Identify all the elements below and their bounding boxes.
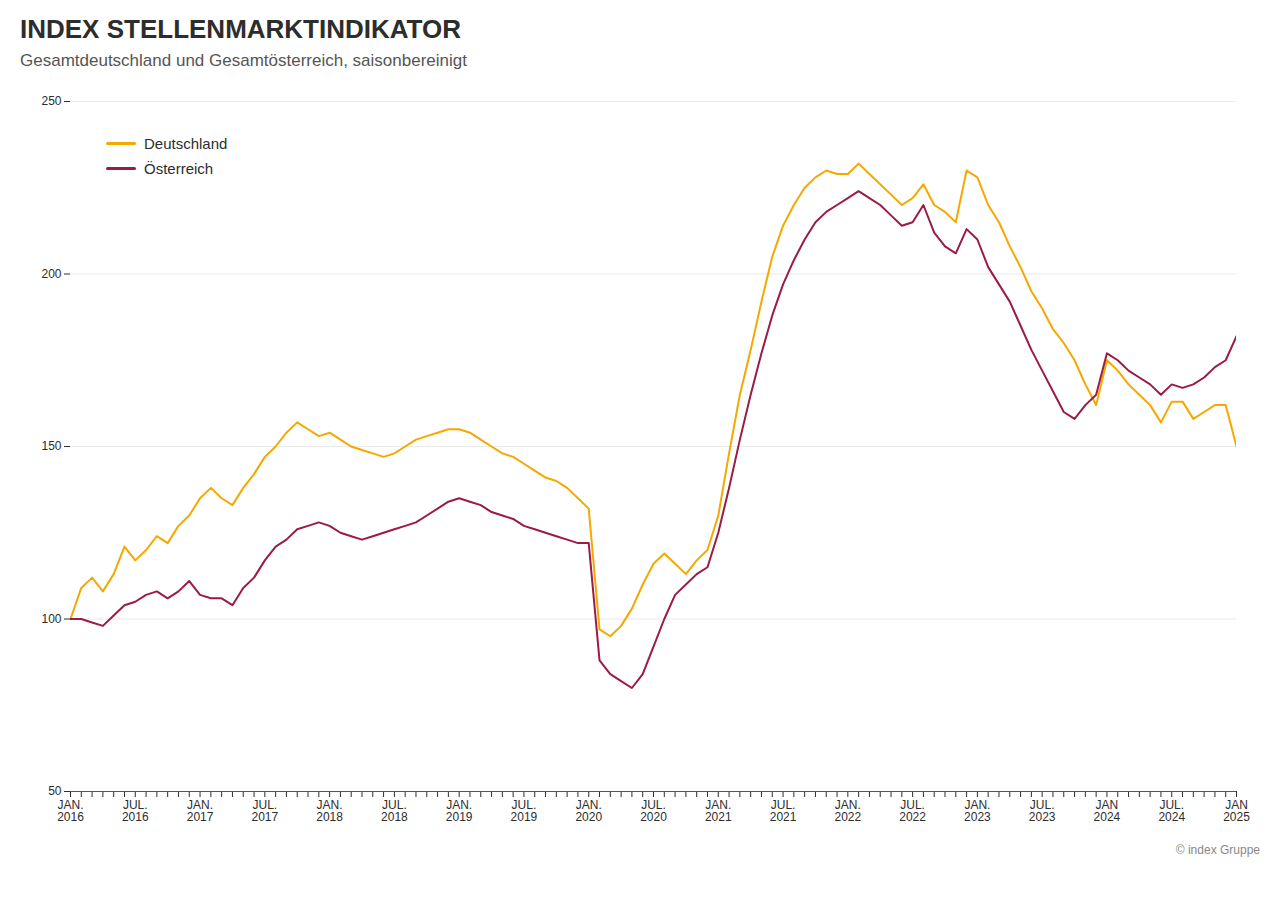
html-text:© index Gruppe: © index Gruppe [1175,843,1260,857]
svg-text:JAN.2019: JAN.2019 [446,798,473,824]
svg-text:JUL.2023: JUL.2023 [1029,798,1056,824]
svg-text:50: 50 [48,784,62,798]
svg-text:JAN2024: JAN2024 [1094,798,1121,824]
svg-text:JAN.2020: JAN.2020 [575,798,602,824]
svg-text:JUL.2018: JUL.2018 [381,798,408,824]
svg-text:JUL.2019: JUL.2019 [511,798,538,824]
html-text:Österreich: Österreich [144,160,214,177]
svg-text:JAN.2023: JAN.2023 [964,798,991,824]
svg-text:200: 200 [41,267,61,281]
svg-text:JAN.2018: JAN.2018 [316,798,343,824]
svg-text:JAN.2022: JAN.2022 [834,798,861,824]
svg-text:JAN.2021: JAN.2021 [705,798,732,824]
svg-text:JAN.2016: JAN.2016 [57,798,84,824]
svg-text:150: 150 [41,439,61,453]
html-text:Gesamtdeutschland und Gesamtös: Gesamtdeutschland und Gesamtösterreich, … [20,51,467,70]
svg-text:JUL.2020: JUL.2020 [640,798,667,824]
svg-text:JUL.2022: JUL.2022 [899,798,926,824]
html-text:INDEX STELLENMARKTINDIKATOR: INDEX STELLENMARKTINDIKATOR [20,14,461,44]
html-text:Deutschland: Deutschland [144,135,228,152]
svg-text:JAN2025: JAN2025 [1223,798,1250,824]
svg-text:JUL.2017: JUL.2017 [251,798,278,824]
svg-text:JAN.2017: JAN.2017 [187,798,214,824]
svg-text:JUL.2024: JUL.2024 [1158,798,1185,824]
svg-text:100: 100 [41,612,61,626]
svg-text:JUL.2021: JUL.2021 [770,798,797,824]
svg-text:250: 250 [41,94,61,108]
svg-text:JUL.2016: JUL.2016 [122,798,149,824]
